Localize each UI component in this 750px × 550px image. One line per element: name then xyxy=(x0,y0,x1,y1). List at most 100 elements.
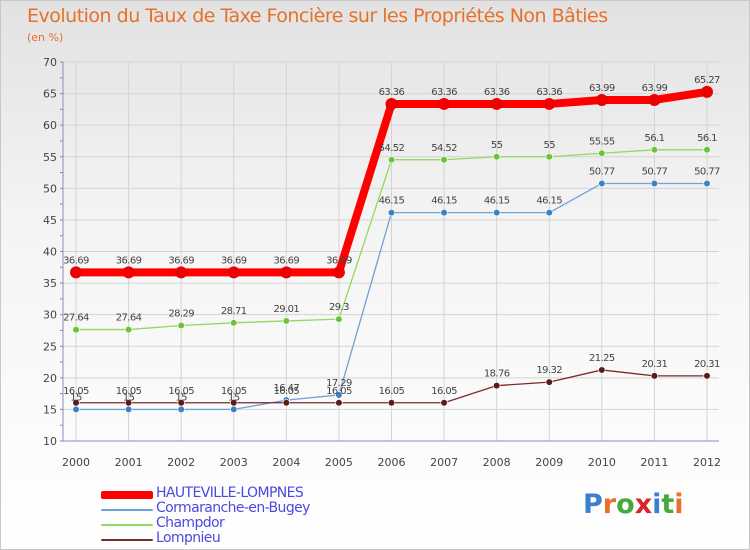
data-label: 36.69 xyxy=(63,255,89,266)
data-point xyxy=(490,97,503,110)
legend-label: Cormaranche-en-Bugey xyxy=(156,500,310,516)
data-label: 16.47 xyxy=(274,383,300,394)
data-point xyxy=(438,97,451,110)
logo-letter: r xyxy=(602,489,617,520)
data-point xyxy=(124,405,133,414)
data-label: 54.52 xyxy=(431,143,457,154)
proxiti-logo: Proxiti xyxy=(583,489,684,520)
data-label: 29.01 xyxy=(274,304,300,315)
logo-letter: P xyxy=(583,489,603,520)
data-point xyxy=(72,325,80,334)
legend-swatch xyxy=(101,524,153,526)
legend-swatch xyxy=(101,539,153,541)
logo-letter: i xyxy=(652,489,662,520)
data-point xyxy=(175,266,188,279)
y-axis-unit: (en %) xyxy=(27,31,64,44)
data-label: 46.15 xyxy=(431,196,457,207)
x-tick-label: 2002 xyxy=(167,456,195,469)
data-point xyxy=(650,372,659,380)
data-point xyxy=(387,209,396,217)
data-label: 16.05 xyxy=(379,386,405,397)
legend-swatch xyxy=(101,509,153,511)
data-point xyxy=(703,179,711,188)
data-label: 63.99 xyxy=(642,83,668,94)
data-label: 17.29 xyxy=(326,378,352,389)
data-point xyxy=(543,97,556,110)
data-label: 36.69 xyxy=(274,255,300,266)
logo-letter: o xyxy=(616,489,635,520)
data-point xyxy=(440,399,448,407)
data-label: 63.36 xyxy=(536,87,562,98)
data-label: 63.99 xyxy=(589,83,615,94)
data-label: 29.3 xyxy=(329,302,349,313)
x-tick-label: 2004 xyxy=(272,456,300,469)
y-tick-label: 60 xyxy=(43,119,57,132)
data-label: 27.64 xyxy=(116,313,142,324)
data-point xyxy=(545,153,553,161)
x-tick-label: 2010 xyxy=(588,456,616,469)
data-point xyxy=(227,266,240,279)
data-point xyxy=(122,266,135,279)
data-label: 16.05 xyxy=(168,386,194,397)
data-labels: 15 15 15 15 16.47 17.29 46.15 46.15 46.15 46.15 50… xyxy=(63,75,720,404)
data-point xyxy=(493,382,501,390)
data-label: 36.69 xyxy=(326,255,352,266)
data-label: 20.31 xyxy=(694,359,720,370)
data-label: 36.69 xyxy=(168,255,194,266)
data-point xyxy=(648,93,661,106)
data-label: 27.64 xyxy=(63,313,89,324)
series-lompnieu xyxy=(72,366,711,407)
data-label: 16.05 xyxy=(221,386,247,397)
data-label: 55 xyxy=(491,140,503,151)
y-tick-label: 55 xyxy=(43,151,57,164)
data-label: 36.69 xyxy=(221,255,247,266)
legend-label: Lompnieu xyxy=(156,530,221,546)
data-label: 50.77 xyxy=(694,166,720,177)
data-label: 16.05 xyxy=(326,386,352,397)
x-tick-label: 2006 xyxy=(378,456,406,469)
series-champdor xyxy=(72,146,711,334)
logo-letter: i xyxy=(674,489,684,520)
x-tick-label: 2008 xyxy=(483,456,511,469)
y-tick-label: 50 xyxy=(43,182,57,195)
data-point xyxy=(335,315,343,323)
data-point xyxy=(335,391,343,399)
y-tick-label: 30 xyxy=(43,309,57,322)
data-point xyxy=(440,209,448,217)
data-point xyxy=(545,378,553,386)
series-cormaranche-en-bugey xyxy=(72,179,711,414)
data-point xyxy=(177,399,185,407)
data-label: 20.31 xyxy=(642,359,668,370)
data-label: 28.29 xyxy=(168,308,194,319)
data-label: 54.52 xyxy=(379,143,405,154)
y-tick-label: 20 xyxy=(43,372,57,385)
data-label: 28.71 xyxy=(221,306,247,317)
data-point xyxy=(177,321,185,330)
y-tick-label: 15 xyxy=(43,403,57,416)
y-tick-label: 10 xyxy=(43,435,57,448)
data-point xyxy=(545,209,553,217)
data-label: 16.05 xyxy=(274,386,300,397)
y-tick-label: 35 xyxy=(43,277,57,290)
data-label: 50.77 xyxy=(589,166,615,177)
data-point xyxy=(177,405,185,414)
data-point xyxy=(598,149,606,157)
x-tick-label: 2001 xyxy=(115,456,143,469)
data-point xyxy=(703,146,711,154)
data-point xyxy=(650,179,659,188)
y-tick-label: 25 xyxy=(43,340,57,353)
data-point xyxy=(280,266,293,279)
x-tick-label: 2007 xyxy=(430,456,458,469)
chart-title: Evolution du Taux de Taxe Foncière sur l… xyxy=(27,5,608,27)
logo-letter: x xyxy=(634,489,653,520)
data-label: 56.1 xyxy=(644,133,664,144)
data-point xyxy=(230,405,238,414)
data-point xyxy=(387,399,396,407)
legend-label: Champdor xyxy=(156,515,225,531)
data-label: 65.27 xyxy=(694,75,720,86)
data-label: 21.25 xyxy=(589,353,615,364)
data-label: 18.76 xyxy=(484,369,510,380)
x-tick-label: 2005 xyxy=(325,456,353,469)
data-point xyxy=(493,209,501,217)
